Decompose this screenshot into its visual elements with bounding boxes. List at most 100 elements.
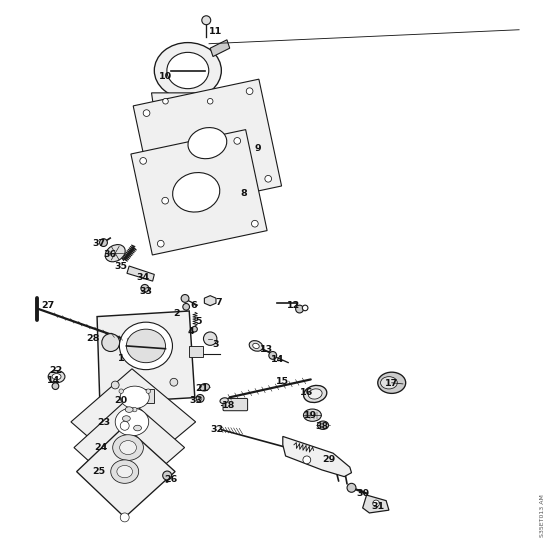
Polygon shape <box>97 311 195 403</box>
Circle shape <box>162 197 169 204</box>
Circle shape <box>269 352 277 360</box>
Ellipse shape <box>318 421 329 430</box>
Circle shape <box>111 381 119 389</box>
Text: 27: 27 <box>41 301 55 310</box>
Polygon shape <box>363 495 389 513</box>
Text: 4: 4 <box>187 327 194 336</box>
Ellipse shape <box>309 389 322 399</box>
Polygon shape <box>74 398 185 497</box>
Text: 14: 14 <box>47 376 60 385</box>
Text: 34: 34 <box>137 273 150 282</box>
Ellipse shape <box>52 374 61 380</box>
Circle shape <box>100 239 108 246</box>
Text: 24: 24 <box>95 443 108 452</box>
Text: 20: 20 <box>114 395 127 405</box>
Text: 6: 6 <box>190 301 197 310</box>
Text: 31: 31 <box>371 502 384 511</box>
Circle shape <box>196 394 204 402</box>
Text: 1: 1 <box>118 354 124 363</box>
Circle shape <box>302 305 308 311</box>
Ellipse shape <box>111 460 139 483</box>
Circle shape <box>192 326 197 332</box>
Circle shape <box>203 332 217 346</box>
Text: 3: 3 <box>212 340 219 349</box>
Polygon shape <box>131 129 267 255</box>
Ellipse shape <box>48 371 65 383</box>
Text: 18: 18 <box>222 401 235 410</box>
Text: 17: 17 <box>385 379 398 388</box>
Ellipse shape <box>188 128 227 158</box>
Circle shape <box>102 334 120 352</box>
Text: 33: 33 <box>190 395 203 405</box>
Text: 12: 12 <box>287 301 301 310</box>
Circle shape <box>133 407 137 412</box>
Ellipse shape <box>304 409 321 421</box>
Text: 25: 25 <box>92 466 105 475</box>
Circle shape <box>170 379 178 386</box>
Circle shape <box>120 513 129 522</box>
Circle shape <box>251 220 258 227</box>
Ellipse shape <box>378 372 405 393</box>
Ellipse shape <box>120 386 150 408</box>
Circle shape <box>207 99 213 104</box>
Circle shape <box>246 88 253 95</box>
Bar <box>132 389 155 403</box>
Text: 22: 22 <box>49 366 62 375</box>
Circle shape <box>163 471 171 480</box>
Circle shape <box>163 99 168 104</box>
Circle shape <box>140 157 147 164</box>
Ellipse shape <box>304 385 327 403</box>
Circle shape <box>373 500 380 507</box>
Text: 23: 23 <box>97 418 110 427</box>
Circle shape <box>143 110 150 116</box>
Ellipse shape <box>249 340 263 351</box>
Circle shape <box>141 284 149 292</box>
Polygon shape <box>204 296 216 306</box>
Ellipse shape <box>155 43 221 99</box>
Text: 14: 14 <box>270 356 284 365</box>
Text: 9: 9 <box>254 144 261 153</box>
Circle shape <box>296 305 304 313</box>
Ellipse shape <box>381 377 397 389</box>
Text: 33: 33 <box>139 287 152 296</box>
Text: 8: 8 <box>240 189 247 198</box>
Polygon shape <box>152 93 224 113</box>
Ellipse shape <box>134 425 142 431</box>
Ellipse shape <box>123 416 130 421</box>
Ellipse shape <box>220 398 228 404</box>
Text: 28: 28 <box>86 334 100 343</box>
Text: 35: 35 <box>114 262 127 270</box>
Polygon shape <box>127 266 155 281</box>
Circle shape <box>234 138 241 144</box>
Text: 36: 36 <box>103 250 116 259</box>
Circle shape <box>347 483 356 492</box>
Circle shape <box>146 389 151 393</box>
Circle shape <box>157 240 164 247</box>
Ellipse shape <box>105 245 125 262</box>
Circle shape <box>303 456 311 464</box>
Polygon shape <box>210 40 230 57</box>
Polygon shape <box>283 436 352 477</box>
Ellipse shape <box>199 384 209 391</box>
Text: 29: 29 <box>323 455 336 464</box>
Polygon shape <box>133 79 282 213</box>
Ellipse shape <box>125 407 133 412</box>
Text: 30: 30 <box>356 489 369 498</box>
Polygon shape <box>71 369 195 475</box>
Circle shape <box>120 421 129 430</box>
Polygon shape <box>77 426 175 517</box>
Text: S35ET013 AM: S35ET013 AM <box>540 494 545 537</box>
Ellipse shape <box>115 408 149 436</box>
Ellipse shape <box>253 343 259 348</box>
Circle shape <box>202 16 211 25</box>
Circle shape <box>183 304 189 310</box>
Text: 21: 21 <box>195 384 208 394</box>
Ellipse shape <box>113 435 143 460</box>
Text: 37: 37 <box>92 239 105 248</box>
Text: 16: 16 <box>300 388 314 398</box>
Text: 10: 10 <box>159 72 172 81</box>
Text: 7: 7 <box>215 298 222 307</box>
Text: 26: 26 <box>165 475 178 484</box>
Ellipse shape <box>114 381 156 413</box>
Circle shape <box>119 389 123 393</box>
